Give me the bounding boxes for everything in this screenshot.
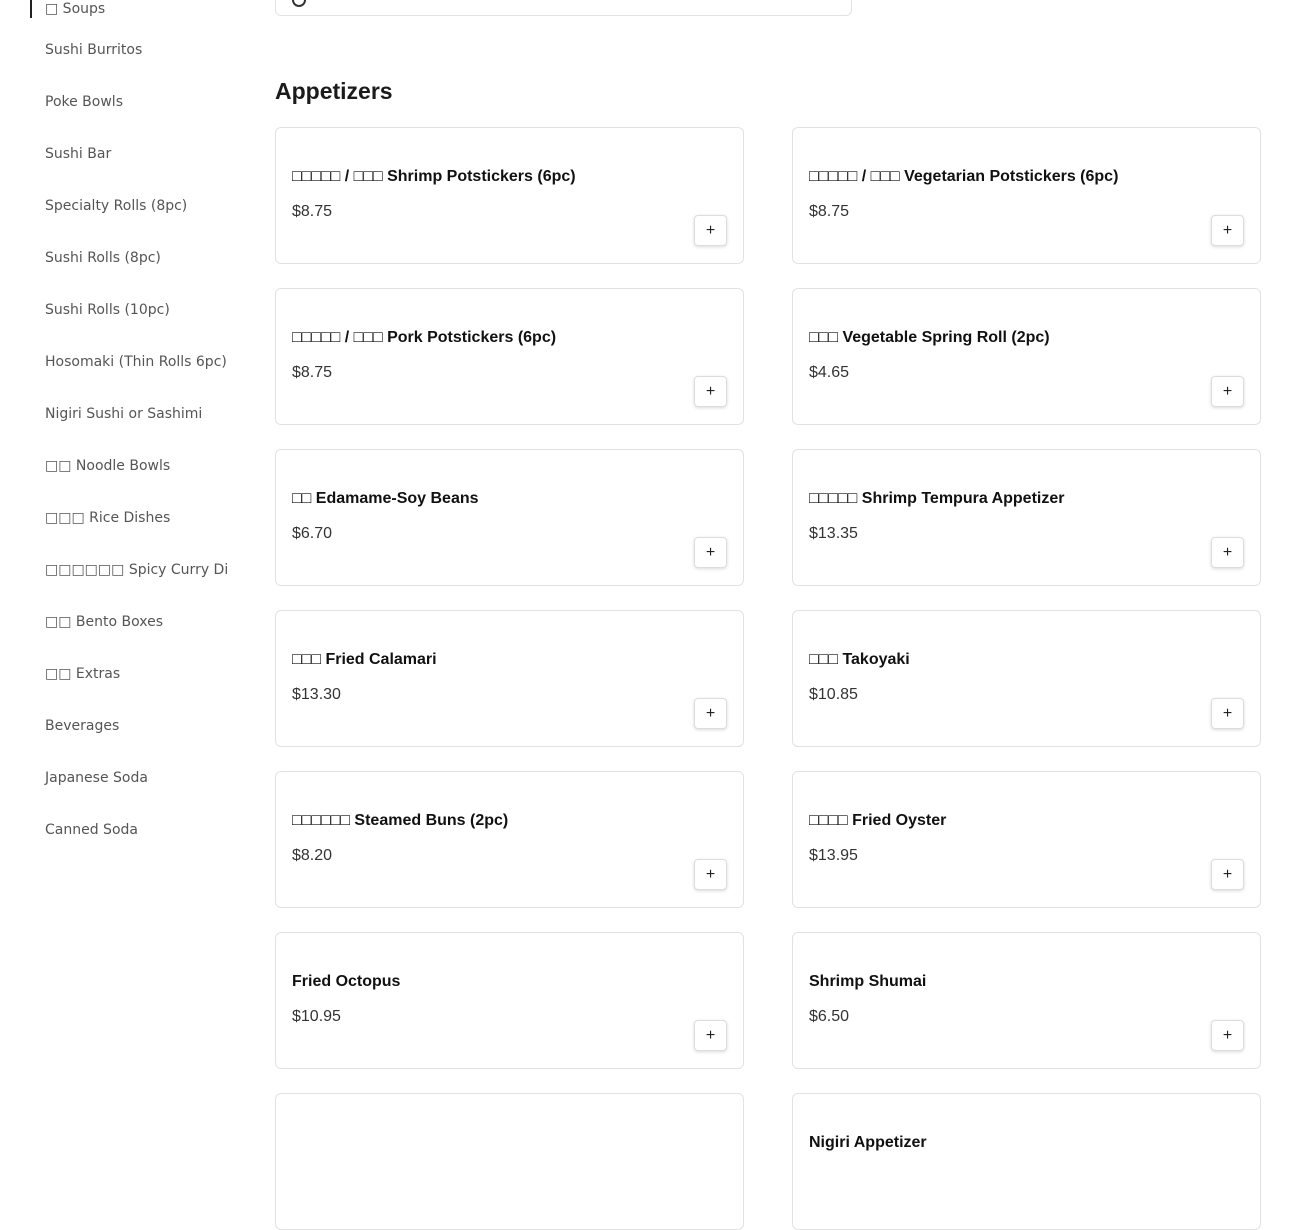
item-price: $13.35 (809, 525, 858, 542)
item-name: □□ Edamame-Soy Beans (292, 490, 479, 507)
item-name: Shrimp Shumai (809, 973, 927, 990)
menu-item-card[interactable]: Nigiri Appetizer (792, 1093, 1261, 1230)
plus-icon: + (1222, 866, 1233, 883)
section-title: Appetizers (275, 78, 393, 104)
sidebar-item[interactable]: Beverages (45, 718, 120, 734)
item-price: $8.20 (292, 847, 333, 864)
item-name: □□□□□ Shrimp Tempura Appetizer (809, 490, 1065, 507)
menu-item-card[interactable]: □□□□□ Shrimp Tempura Appetizer $13.35 + (792, 449, 1261, 586)
sidebar-item[interactable]: □□ Extras (45, 666, 121, 682)
menu-item-card[interactable]: □□□ Fried Calamari $13.30 + (275, 610, 744, 747)
item-name: □□□□□ / □□□ Pork Potstickers (6pc) (292, 329, 557, 346)
item-name: □□□ Vegetable Spring Roll (2pc) (809, 329, 1050, 346)
sidebar-item[interactable]: Japanese Soda (45, 770, 148, 786)
menu-item-card[interactable]: □□□ Vegetable Spring Roll (2pc) $4.65 + (792, 288, 1261, 425)
menu-item-card[interactable]: □□□ Takoyaki $10.85 + (792, 610, 1261, 747)
sidebar-item[interactable]: Sushi Rolls (10pc) (45, 302, 170, 318)
plus-icon: + (705, 222, 716, 239)
plus-icon: + (705, 866, 716, 883)
sidebar-item[interactable]: □□ Noodle Bowls (45, 458, 171, 474)
item-name: □□□ Fried Calamari (292, 651, 437, 668)
sidebar-item[interactable]: Sushi Bar (45, 146, 112, 162)
add-item-button[interactable]: + (1211, 537, 1244, 568)
add-item-button[interactable]: + (694, 1020, 727, 1051)
add-item-button[interactable]: + (1211, 1020, 1244, 1051)
item-price: $4.65 (809, 364, 850, 381)
plus-icon: + (1222, 1027, 1233, 1044)
item-price: $6.50 (809, 1008, 850, 1025)
menu-item-card[interactable]: □□ Edamame-Soy Beans $6.70 + (275, 449, 744, 586)
item-price: $6.70 (292, 525, 333, 542)
item-name: □□□□□ / □□□ Vegetarian Potstickers (6pc) (809, 168, 1119, 185)
menu-item-card[interactable]: Fried Octopus $10.95 + (275, 932, 744, 1069)
item-name: Fried Octopus (292, 973, 401, 990)
sidebar-item-soups[interactable]: □ Soups (45, 1, 106, 17)
item-price: $13.95 (809, 847, 858, 864)
sidebar-item[interactable]: □□ Bento Boxes (45, 614, 164, 630)
item-price: $10.85 (809, 686, 858, 703)
item-price: $8.75 (292, 364, 333, 381)
sidebar-item[interactable]: Canned Soda (45, 822, 138, 838)
search-icon (292, 0, 306, 7)
sidebar-item[interactable]: □□□ Rice Dishes (45, 510, 171, 526)
add-item-button[interactable]: + (694, 537, 727, 568)
add-item-button[interactable]: + (694, 215, 727, 246)
menu-item-card[interactable]: □□□□□ / □□□ Shrimp Potstickers (6pc) $8.7… (275, 127, 744, 264)
sidebar-item[interactable]: □□□□□□ Spicy Curry Dishes (45, 562, 228, 578)
plus-icon: + (1222, 222, 1233, 239)
sidebar-item[interactable]: Sushi Burritos (45, 42, 143, 58)
sidebar-item[interactable]: Specialty Rolls (8pc) (45, 198, 188, 214)
item-price: $8.75 (809, 203, 850, 220)
menu-item-card[interactable]: □□□□□ / □□□ Pork Potstickers (6pc) $8.75 + (275, 288, 744, 425)
search-input[interactable] (275, 0, 852, 16)
item-name: □□□□ Fried Oyster (809, 812, 947, 829)
add-item-button[interactable]: + (694, 376, 727, 407)
plus-icon: + (705, 1027, 716, 1044)
plus-icon: + (705, 705, 716, 722)
item-price: $8.75 (292, 203, 333, 220)
menu-item-card[interactable] (275, 1093, 744, 1230)
item-name: □□□□□ / □□□ Shrimp Potstickers (6pc) (292, 168, 576, 185)
item-name: □□□ Takoyaki (809, 651, 910, 668)
add-item-button[interactable]: + (1211, 859, 1244, 890)
sidebar-item[interactable]: Poke Bowls (45, 94, 123, 110)
plus-icon: + (1222, 544, 1233, 561)
sidebar-item[interactable]: Sushi Rolls (8pc) (45, 250, 161, 266)
menu-item-card[interactable]: □□□□□ / □□□ Vegetarian Potstickers (6pc)… (792, 127, 1261, 264)
add-item-button[interactable]: + (1211, 698, 1244, 729)
menu-item-card[interactable]: □□□□□□ Steamed Buns (2pc) $8.20 + (275, 771, 744, 908)
plus-icon: + (1222, 705, 1233, 722)
plus-icon: + (705, 383, 716, 400)
item-name: □□□□□□ Steamed Buns (2pc) (292, 812, 509, 829)
add-item-button[interactable]: + (1211, 376, 1244, 407)
item-price: $13.30 (292, 686, 341, 703)
category-sidebar: □ Soups Sushi Burritos Poke Bowls Sushi Ba… (0, 0, 228, 1132)
add-item-button[interactable]: + (694, 859, 727, 890)
item-name: Nigiri Appetizer (809, 1134, 927, 1151)
menu-item-card[interactable]: □□□□ Fried Oyster $13.95 + (792, 771, 1261, 908)
add-item-button[interactable]: + (1211, 215, 1244, 246)
sidebar-item[interactable]: Nigiri Sushi or Sashimi (45, 406, 203, 422)
sidebar-item[interactable]: Hosomaki (Thin Rolls 6pc) (45, 354, 227, 370)
add-item-button[interactable]: + (694, 698, 727, 729)
active-indicator (30, 0, 32, 18)
menu-item-card[interactable]: Shrimp Shumai $6.50 + (792, 932, 1261, 1069)
plus-icon: + (1222, 383, 1233, 400)
item-price: $10.95 (292, 1008, 341, 1025)
plus-icon: + (705, 544, 716, 561)
